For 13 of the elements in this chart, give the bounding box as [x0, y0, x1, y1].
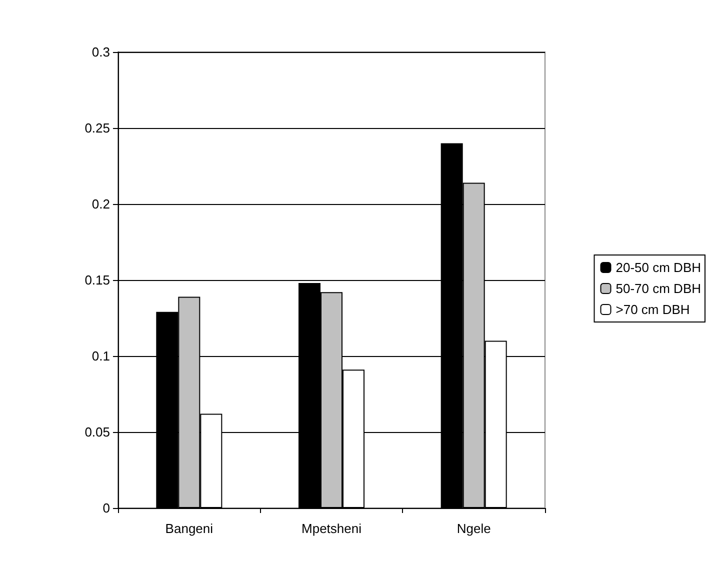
y-tick-label: 0 — [102, 500, 110, 516]
y-tick-label: 0.15 — [84, 272, 110, 288]
x-tick-label: Ngele — [456, 521, 491, 536]
legend-label: 20-50 cm DBH — [616, 260, 701, 275]
x-tick-label: Mpetsheni — [302, 521, 362, 536]
y-tick-label: 0.1 — [92, 348, 110, 364]
legend-label: 50-70 cm DBH — [616, 281, 701, 296]
y-tick-label: 0.25 — [84, 120, 110, 136]
y-tick-label: 0.2 — [92, 196, 110, 212]
y-tick-label: 0.05 — [84, 424, 110, 440]
y-tick-label: 0.3 — [92, 44, 110, 60]
legend-label: >70 cm DBH — [616, 302, 690, 317]
x-tick-label: Bangeni — [165, 521, 214, 536]
